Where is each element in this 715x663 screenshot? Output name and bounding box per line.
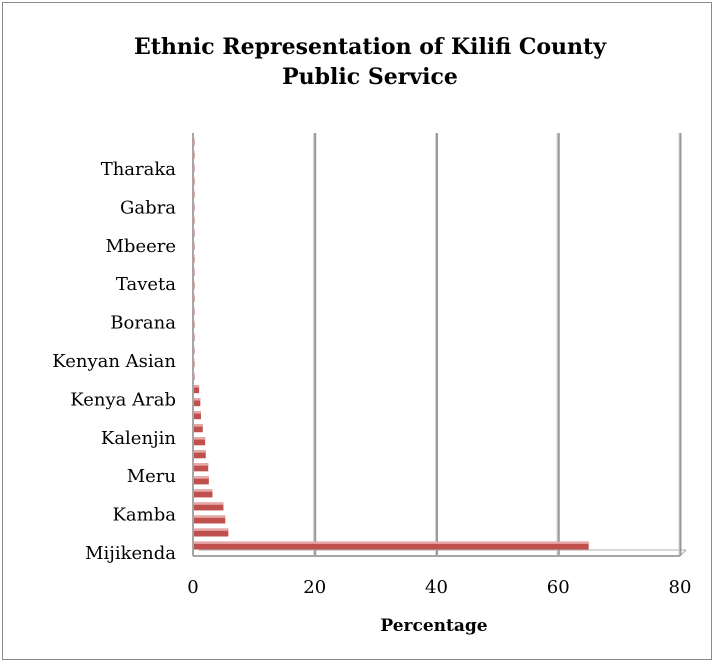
chart-title-line-2: Public Service <box>282 64 458 90</box>
bar-highlight <box>193 385 200 388</box>
bar <box>193 398 201 407</box>
x-axis-title: Percentage <box>380 616 487 636</box>
x-tick-label: 20 <box>303 577 326 598</box>
bar <box>193 450 206 459</box>
bar-highlight <box>193 476 209 479</box>
category-label: Tharaka <box>101 159 177 180</box>
category-label: Kamba <box>112 505 176 526</box>
x-tick-label: 60 <box>547 577 570 598</box>
bar-highlight <box>193 411 201 414</box>
bar-highlight <box>193 541 589 544</box>
category-label: Gabra <box>120 197 176 218</box>
axes <box>192 133 687 557</box>
axis-depth-edge <box>679 549 687 557</box>
category-label: Kalenjin <box>101 428 177 449</box>
bar <box>193 476 209 485</box>
bar <box>193 424 203 433</box>
bar-highlight <box>193 437 206 440</box>
bar <box>193 541 589 550</box>
category-label: Taveta <box>116 274 176 295</box>
category-label: Mbeere <box>105 236 176 257</box>
bar <box>193 411 201 420</box>
bar-highlight <box>193 528 229 531</box>
bars <box>193 137 589 550</box>
bar <box>193 463 209 472</box>
category-label: Meru <box>127 466 176 487</box>
category-label: Kenyan Asian <box>52 351 176 372</box>
category-labels: Tharaka Gabra Mbeere Taveta Borana Kenyan Asi… <box>52 159 176 564</box>
bar <box>193 502 224 511</box>
x-tick-label: 0 <box>187 577 198 598</box>
bar-highlight <box>193 515 226 518</box>
bar-highlight <box>193 398 201 401</box>
x-tick-labels: 0 20 40 60 80 <box>187 577 691 598</box>
bar-highlight <box>193 502 224 505</box>
bar-highlight <box>193 450 206 453</box>
bar <box>193 528 229 537</box>
gridlines <box>199 133 686 556</box>
bar-highlight <box>193 424 203 427</box>
x-tick-label: 40 <box>425 577 448 598</box>
bar <box>193 515 226 524</box>
bar-highlight <box>193 489 213 492</box>
bar-highlight <box>193 463 209 466</box>
category-label: Kenya Arab <box>70 389 176 410</box>
bar <box>193 385 200 394</box>
x-tick-label: 80 <box>669 577 692 598</box>
category-label: Borana <box>110 313 176 334</box>
bar <box>193 489 213 498</box>
bar <box>193 437 206 446</box>
category-label: Mijikenda <box>85 543 176 564</box>
chart-title-line-1: Ethnic Representation of Kilifi County <box>134 34 607 60</box>
